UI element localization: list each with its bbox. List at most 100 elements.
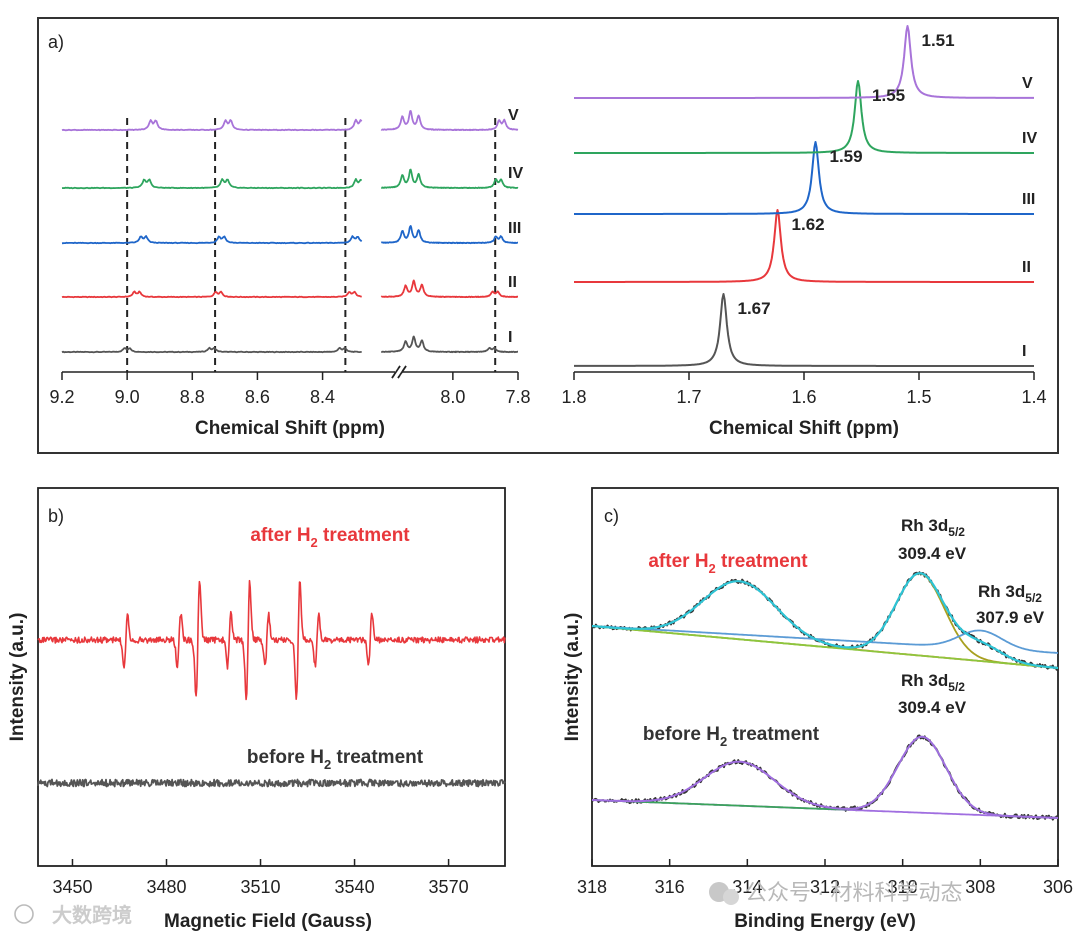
b-after-annotation: after H2 treatment: [250, 525, 410, 550]
a-right-peak-label: 1.55: [872, 86, 905, 105]
c-tick-label: 314: [732, 877, 762, 897]
a-right-trace-V: [574, 25, 1034, 99]
c-after-envelope: [591, 572, 1059, 670]
watermark-left-text: 大数跨境: [52, 903, 132, 927]
a-right-series-label: III: [1022, 191, 1035, 208]
watermark-right-text: 公众号 · 材料科学动态: [745, 880, 963, 905]
a-right-series-label: IV: [1022, 130, 1037, 147]
a-left-trace-IV: [61, 178, 363, 190]
a-left-tick-label: 8.0: [440, 387, 465, 407]
c-peak-label-307-line2: 307.9 eV: [976, 608, 1045, 627]
c-tick-label: 318: [577, 877, 607, 897]
a-left-x-ticks: [61, 372, 519, 380]
a-left-series-label: I: [508, 329, 512, 346]
a-right-traces: [574, 25, 1034, 367]
b-tick-label: 3480: [146, 877, 186, 897]
a-right-trace-II: [574, 209, 1034, 283]
a-left-trace-III: [380, 225, 519, 245]
c-tick-label: 306: [1043, 877, 1073, 897]
a-right-tick-label: 1.7: [676, 387, 701, 407]
c-tick-label: 312: [810, 877, 840, 897]
c-y-axis-title: Intensity (a.u.): [562, 613, 583, 742]
a-right-peak-labels: 1.67 1.62 1.59 1.55 1.51: [738, 31, 955, 318]
c-before-annotation: before H2 treatment: [643, 724, 820, 749]
a-right-series-label: II: [1022, 259, 1031, 276]
b-traces: [37, 579, 506, 788]
a-right-peak-label: 1.51: [922, 31, 955, 50]
c-peak-label-309-after-line2: 309.4 eV: [898, 544, 967, 563]
c-traces: [591, 571, 1059, 821]
panel-a-frame: [37, 17, 1059, 454]
c-before-envelope: [592, 735, 1059, 819]
a-left-trace-I: [61, 346, 362, 354]
c-x-ticks: [591, 859, 1059, 866]
c-x-tick-labels: 318 316 314 312 310 308 306: [577, 877, 1073, 897]
a-left-trace-V: [61, 118, 363, 132]
b-trace-after: [37, 579, 506, 701]
c-tick-label: 308: [965, 877, 995, 897]
b-x-ticks: [71, 859, 450, 866]
c-peak-label-309-before-line1: Rh 3d5/2: [901, 671, 965, 694]
a-left-trace-II: [61, 290, 362, 299]
c-x-axis-title: Binding Energy (eV): [734, 911, 916, 932]
a-left-tick-label: 9.0: [115, 387, 140, 407]
a-right-trace-IV: [574, 80, 1034, 154]
b-tick-label: 3540: [335, 877, 375, 897]
a-left-tick-label: 8.4: [310, 387, 335, 407]
a-left-trace-I: [380, 335, 519, 354]
c-peak-label-307-line1: Rh 3d5/2: [978, 582, 1042, 605]
b-trace-before: [37, 778, 506, 788]
b-x-tick-labels: 3450 3480 3510 3540 3570: [52, 877, 468, 897]
a-right-tick-label: 1.8: [561, 387, 586, 407]
a-left-trace-II: [380, 279, 519, 299]
watermark-left-icon: [14, 904, 34, 924]
panel-c-label: c): [604, 506, 619, 526]
b-y-axis-title: Intensity (a.u.): [7, 613, 28, 742]
a-left-reference-lines: [126, 118, 497, 372]
a-left-series-label: V: [508, 107, 519, 124]
a-left-series-label: IV: [508, 165, 523, 182]
panel-a-right-plot: 1.8 1.7 1.6 1.5 1.4 1.671.621.591.551.51 III…: [561, 25, 1047, 439]
a-right-peak-label: 1.59: [830, 147, 863, 166]
a-right-x-axis-title: Chemical Shift (ppm): [709, 418, 899, 439]
a-right-tick-label: 1.5: [906, 387, 931, 407]
a-right-peak-label: 1.67: [738, 299, 771, 318]
a-left-x-axis-title: Chemical Shift (ppm): [195, 418, 385, 439]
a-left-series-label: II: [508, 274, 517, 291]
a-left-trace-V: [380, 110, 519, 132]
a-left-tick-label: 8.6: [245, 387, 270, 407]
a-left-trace-III: [61, 235, 363, 245]
a-left-tick-label: 9.2: [49, 387, 74, 407]
a-right-trace-III: [574, 141, 1034, 215]
a-left-x-tick-labels: 9.2 9.0 8.8 8.6 8.4 8.0 7.8: [49, 387, 530, 407]
a-right-series-label: V: [1022, 75, 1033, 92]
panel-a-label: a): [48, 32, 64, 52]
a-left-trace-IV: [380, 168, 519, 189]
c-peak-label-309-after-line1: Rh 3d5/2: [901, 516, 965, 539]
axis-break-icon: [391, 365, 407, 379]
a-right-peak-label: 1.62: [792, 215, 825, 234]
b-tick-label: 3570: [429, 877, 469, 897]
c-after-background: [591, 625, 1059, 669]
a-right-trace-I: [574, 293, 1034, 367]
a-right-x-ticks: [573, 372, 1035, 380]
b-tick-label: 3510: [241, 877, 281, 897]
a-left-tick-label: 7.8: [505, 387, 530, 407]
c-tick-label: 316: [655, 877, 685, 897]
a-right-series-label: I: [1022, 343, 1026, 360]
a-left-traces: [61, 110, 519, 354]
panel-b-frame: [37, 487, 506, 867]
watermark-left: 大数跨境: [14, 903, 132, 927]
a-right-tick-label: 1.6: [791, 387, 816, 407]
a-right-x-tick-labels: 1.8 1.7 1.6 1.5 1.4: [561, 387, 1046, 407]
panel-b-plot: b) 3450 3480 3510 3540 3570 after H2 treatme…: [7, 487, 506, 932]
a-left-series-label: III: [508, 220, 521, 237]
b-x-axis-title: Magnetic Field (Gauss): [164, 911, 372, 932]
c-tick-label: 310: [888, 877, 918, 897]
panel-b-label: b): [48, 506, 64, 526]
watermark-right: 公众号 · 材料科学动态: [709, 880, 963, 905]
